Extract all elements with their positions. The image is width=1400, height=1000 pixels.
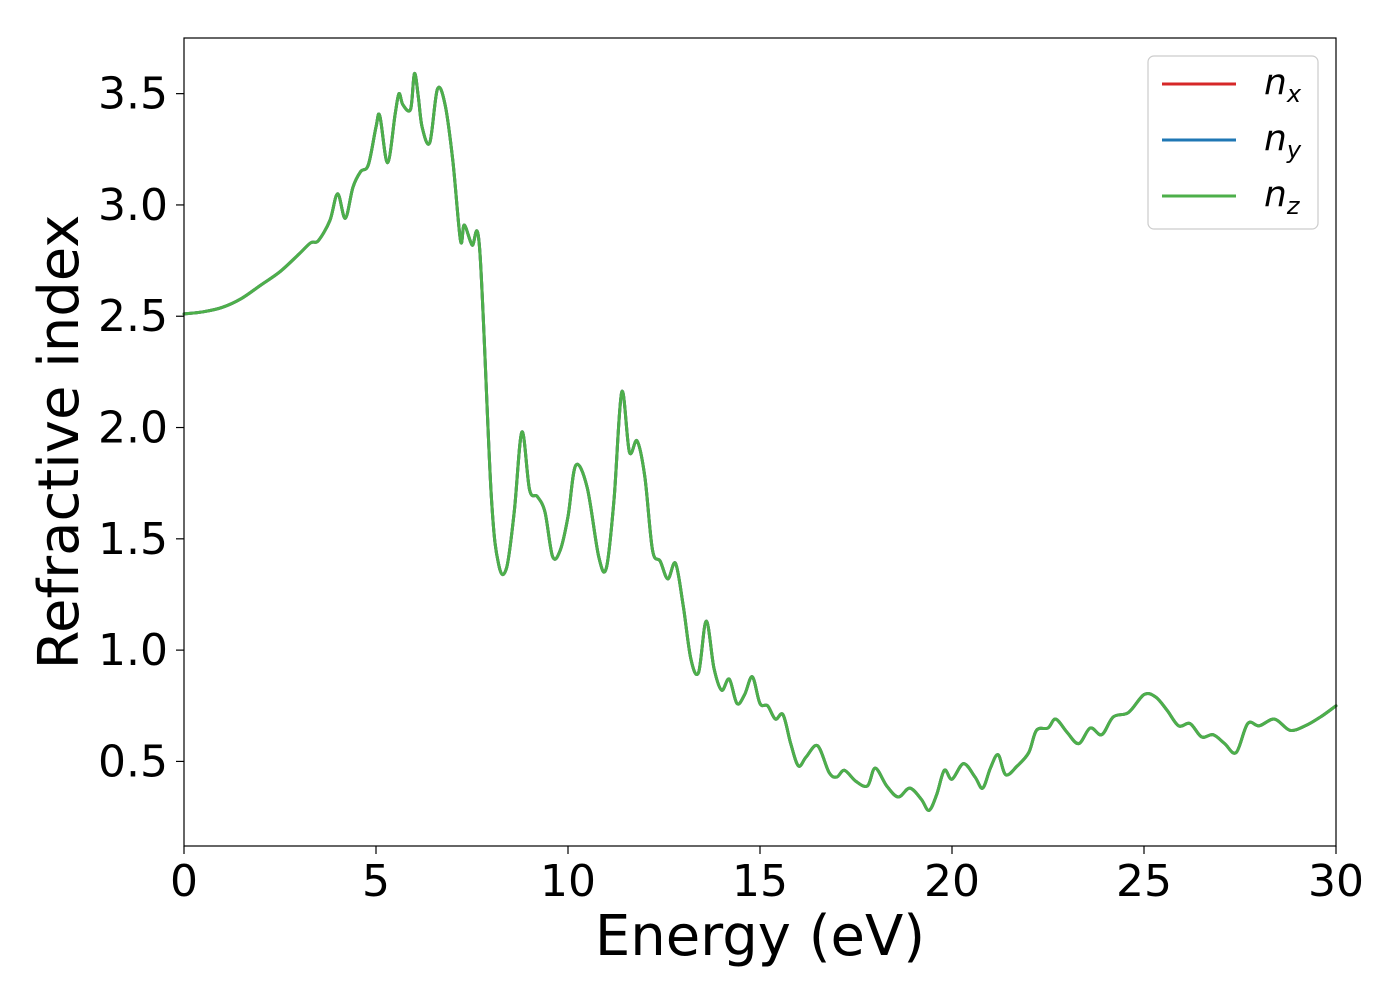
x-tick-label: 25 [1116,856,1172,907]
x-tick-label: 10 [540,856,596,907]
y-tick-label: 2.5 [98,291,168,342]
y-tick-label: 0.5 [98,736,168,787]
legend-label-n-z: nz [1264,174,1301,220]
x-axis-label: Energy (eV) [595,904,925,969]
legend-label-n-x: nx [1264,62,1302,108]
y-tick-label: 3.5 [98,69,168,120]
y-tick-label: 2.0 [98,403,168,454]
x-tick-label: 5 [362,856,390,907]
x-tick-label: 30 [1308,856,1364,907]
x-axis-ticks: 0 5 10 15 20 25 30 [170,846,1364,907]
y-tick-label: 3.0 [98,180,168,231]
legend-label-n-y: ny [1264,118,1302,164]
x-tick-label: 20 [924,856,980,907]
x-tick-label: 15 [732,856,788,907]
legend: nx ny nz [1147,55,1319,230]
legend-box [1147,55,1319,230]
series-layer [182,72,1338,812]
series-line-n-z [182,72,1338,812]
y-axis-label: Refractive index [27,215,92,670]
y-tick-label: 1.5 [98,514,168,565]
y-axis-ticks: 0.5 1.0 1.5 2.0 2.5 3.0 3.5 [98,69,184,787]
y-tick-label: 1.0 [98,625,168,676]
x-tick-label: 0 [170,856,198,907]
